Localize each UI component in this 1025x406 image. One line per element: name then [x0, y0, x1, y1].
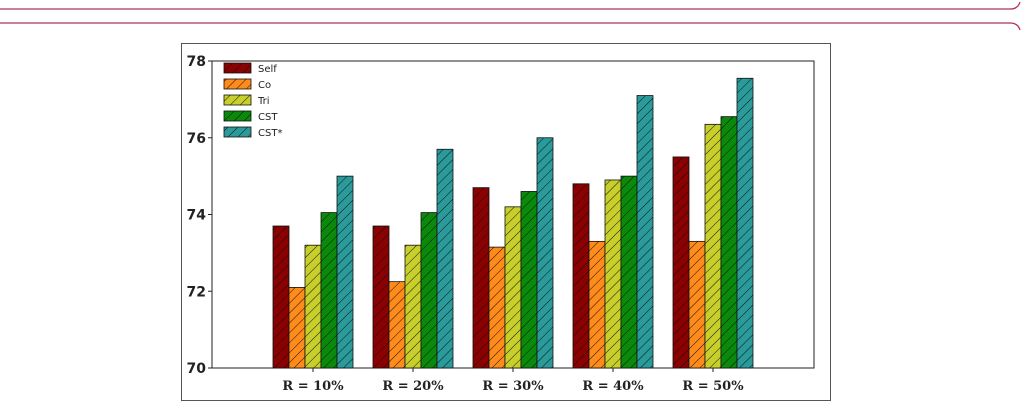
bar-self-3	[472, 187, 490, 369]
legend-swatch	[223, 110, 252, 122]
bar-cst-2	[420, 212, 438, 369]
y-tick-label: 70	[187, 361, 207, 377]
bar-co-1	[288, 287, 306, 369]
legend-swatch	[223, 94, 252, 106]
x-tick-label: R = 10%	[282, 379, 344, 394]
bar-tri-1	[304, 244, 322, 369]
bar-cst-4	[620, 175, 638, 369]
top-bracket-line	[0, 1, 1021, 30]
bar-co-4	[588, 240, 606, 369]
legend-swatch	[223, 78, 252, 90]
bar-co-3	[488, 246, 506, 369]
legend-label: CST*	[258, 128, 282, 139]
bar-co-5	[688, 240, 706, 369]
legend-label: Co	[258, 80, 271, 91]
x-tick-label: R = 50%	[682, 379, 744, 394]
legend-item-tri: Tri	[223, 94, 270, 107]
legend-label: Self	[258, 64, 277, 75]
legend-item-cst: CST	[223, 110, 278, 123]
x-tick-label: R = 30%	[482, 379, 544, 394]
legend-label: Tri	[257, 96, 270, 107]
bar-tri-4	[604, 179, 622, 369]
bar-tri-2	[404, 244, 422, 369]
bar-cst-5	[720, 116, 738, 369]
bar-self-4	[572, 183, 590, 369]
bar-cst-1	[320, 212, 338, 369]
bar-self-5	[672, 156, 690, 369]
legend-item-co: Co	[223, 78, 271, 91]
chart-frame: 70 72 74 76 78 R = 10% R = 20% R = 30% R = 40% R…	[181, 43, 831, 401]
bar-self-1	[272, 225, 290, 369]
legend: Self Co Tri CST CST*	[223, 62, 282, 139]
y-axis: 70 72 74 76 78	[187, 54, 212, 377]
bar-self-2	[372, 225, 390, 369]
x-axis: R = 10% R = 20% R = 30% R = 40% R = 50%	[282, 368, 744, 394]
legend-swatch	[223, 126, 252, 138]
x-tick-label: R = 40%	[582, 379, 644, 394]
bar-cst-3	[520, 191, 538, 369]
bar-cst-star-1	[336, 175, 354, 369]
x-tick-label: R = 20%	[382, 379, 444, 394]
legend-item-cst-star: CST*	[223, 126, 282, 139]
bar-tri-5	[704, 123, 722, 369]
bar-co-2	[388, 281, 406, 369]
legend-swatch	[223, 62, 252, 74]
plot-area	[211, 60, 815, 369]
legend-item-self: Self	[223, 62, 277, 75]
bar-tri-3	[504, 206, 522, 369]
bar-cst-star-3	[536, 137, 554, 369]
y-tick-label: 74	[187, 208, 207, 224]
y-tick-label: 78	[187, 54, 206, 70]
legend-label: CST	[258, 112, 278, 123]
bar-cst-star-2	[436, 148, 454, 369]
bar-cst-star-4	[636, 95, 654, 369]
bar-cst-star-5	[736, 77, 754, 369]
y-tick-label: 76	[187, 131, 206, 147]
y-tick-label: 72	[187, 284, 206, 300]
